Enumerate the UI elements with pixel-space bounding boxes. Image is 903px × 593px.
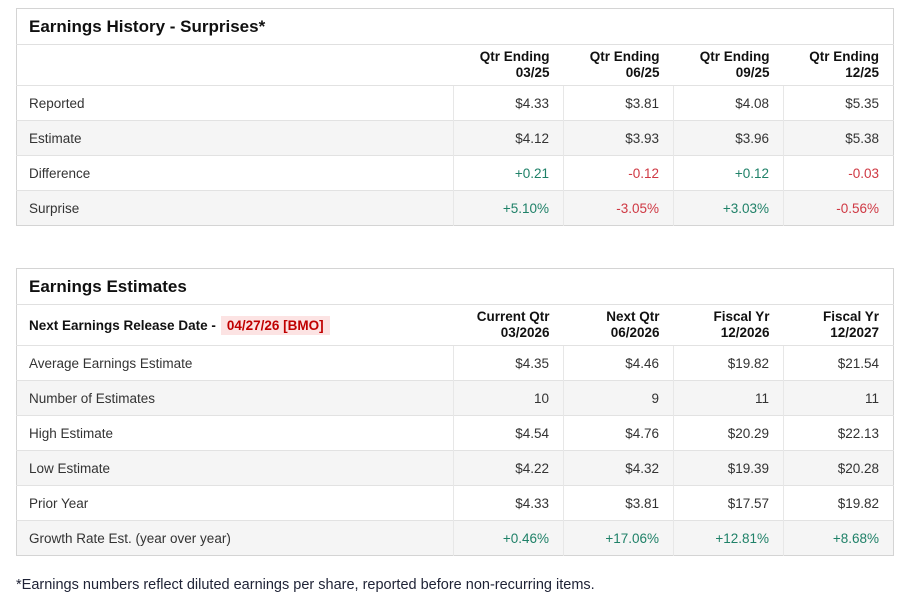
- column-header-line2: 09/25: [735, 65, 770, 80]
- cell-value: $4.22: [453, 450, 564, 486]
- row-label: Average Earnings Estimate: [16, 345, 454, 381]
- cell-value: +17.06%: [563, 520, 674, 556]
- cell-value: $4.46: [563, 345, 674, 381]
- column-header-line1: Qtr Ending: [479, 49, 550, 64]
- column-header-line1: Qtr Ending: [589, 49, 660, 64]
- column-header-line2: 12/25: [845, 65, 880, 80]
- cell-value: -0.12: [563, 155, 674, 191]
- column-header-line2: 03/2026: [500, 325, 550, 340]
- cell-value: $4.76: [563, 415, 674, 451]
- earnings-estimates-header-row: Next Earnings Release Date -04/27/26 [BM…: [16, 304, 894, 346]
- next-earnings-release-date: 04/27/26 [BMO]: [220, 315, 330, 335]
- column-header-line1: Fiscal Yr: [713, 309, 770, 324]
- earnings-history-header-row: Qtr Ending 03/25 Qtr Ending 06/25 Qtr En…: [16, 44, 894, 86]
- row-label: Reported: [16, 85, 454, 121]
- table-row: Prior Year $4.33 $3.81 $17.57 $19.82: [16, 485, 894, 521]
- cell-value: $19.82: [782, 485, 894, 521]
- row-label: High Estimate: [16, 415, 454, 451]
- cell-value: $4.12: [453, 120, 564, 156]
- column-header-line1: Qtr Ending: [809, 49, 880, 64]
- cell-value: $17.57: [673, 485, 784, 521]
- table-row: Average Earnings Estimate $4.35 $4.46 $19.8…: [16, 345, 894, 381]
- table-row: Difference +0.21 -0.12 +0.12 -0.03: [16, 155, 894, 191]
- next-earnings-release-label: Next Earnings Release Date -: [29, 317, 216, 333]
- column-header-line2: 06/25: [625, 65, 660, 80]
- column-header: Qtr Ending 09/25: [673, 44, 784, 86]
- column-header: Qtr Ending 06/25: [563, 44, 674, 86]
- row-label: Estimate: [16, 120, 454, 156]
- table-row: Estimate $4.12 $3.93 $3.96 $5.38: [16, 120, 894, 156]
- cell-value: $4.33: [453, 485, 564, 521]
- cell-value: $5.38: [782, 120, 894, 156]
- row-label: Prior Year: [16, 485, 454, 521]
- cell-value: 10: [453, 380, 564, 416]
- earnings-history-title: Earnings History - Surprises*: [29, 16, 266, 36]
- cell-value: $3.81: [563, 485, 674, 521]
- cell-value: +5.10%: [453, 190, 564, 226]
- column-header: Current Qtr 03/2026: [453, 304, 564, 346]
- column-header-line1: Next Qtr: [606, 309, 660, 324]
- cell-value: $20.28: [782, 450, 894, 486]
- column-header-line2: 12/2026: [720, 325, 770, 340]
- column-header-line1: Fiscal Yr: [823, 309, 880, 324]
- cell-value: 11: [782, 380, 894, 416]
- row-label: Difference: [16, 155, 454, 191]
- earnings-estimates-title-row: Earnings Estimates: [17, 269, 894, 305]
- cell-value: $5.35: [782, 85, 894, 121]
- earnings-estimates-table: Earnings Estimates Next Earnings Release…: [16, 268, 895, 556]
- cell-value: -0.03: [782, 155, 894, 191]
- cell-value: $3.81: [563, 85, 674, 121]
- cell-value: $19.82: [673, 345, 784, 381]
- column-header: Fiscal Yr 12/2026: [673, 304, 784, 346]
- cell-value: $4.08: [673, 85, 784, 121]
- column-header-line1: Qtr Ending: [699, 49, 770, 64]
- cell-value: $21.54: [782, 345, 894, 381]
- column-header-line2: 12/2027: [830, 325, 880, 340]
- next-earnings-release: Next Earnings Release Date -04/27/26 [BM…: [16, 304, 454, 346]
- cell-value: $20.29: [673, 415, 784, 451]
- table-row: Growth Rate Est. (year over year) +0.46% +…: [16, 520, 894, 556]
- cell-value: $22.13: [782, 415, 894, 451]
- table-row: Surprise +5.10% -3.05% +3.03% -0.56%: [16, 190, 894, 226]
- empty-header-cell: [16, 44, 454, 86]
- cell-value: $4.35: [453, 345, 564, 381]
- cell-value: +0.46%: [453, 520, 564, 556]
- earnings-footnote: *Earnings numbers reflect diluted earnin…: [16, 577, 595, 593]
- column-header-line1: Current Qtr: [476, 309, 550, 324]
- cell-value: +12.81%: [673, 520, 784, 556]
- row-label: Low Estimate: [16, 450, 454, 486]
- table-row: Reported $4.33 $3.81 $4.08 $5.35: [16, 85, 894, 121]
- column-header: Fiscal Yr 12/2027: [783, 304, 894, 346]
- row-label: Surprise: [16, 190, 454, 226]
- cell-value: +3.03%: [673, 190, 784, 226]
- table-spacer: [16, 226, 903, 268]
- cell-value: 9: [563, 380, 674, 416]
- cell-value: $4.33: [453, 85, 564, 121]
- column-header-line2: 03/25: [515, 65, 550, 80]
- table-row: Low Estimate $4.22 $4.32 $19.39 $20.28: [16, 450, 894, 486]
- cell-value: $3.96: [673, 120, 784, 156]
- earnings-estimates-title: Earnings Estimates: [29, 276, 187, 296]
- column-header-line2: 06/2026: [610, 325, 660, 340]
- cell-value: -0.56%: [782, 190, 894, 226]
- row-label: Growth Rate Est. (year over year): [16, 520, 454, 556]
- cell-value: +0.21: [453, 155, 564, 191]
- cell-value: $4.32: [563, 450, 674, 486]
- cell-value: $4.54: [453, 415, 564, 451]
- earnings-history-title-row: Earnings History - Surprises*: [17, 9, 894, 45]
- cell-value: 11: [673, 380, 784, 416]
- cell-value: $19.39: [673, 450, 784, 486]
- cell-value: $3.93: [563, 120, 674, 156]
- column-header: Qtr Ending 12/25: [783, 44, 894, 86]
- table-row: High Estimate $4.54 $4.76 $20.29 $22.13: [16, 415, 894, 451]
- cell-value: +8.68%: [782, 520, 894, 556]
- cell-value: -3.05%: [563, 190, 674, 226]
- cell-value: +0.12: [673, 155, 784, 191]
- earnings-history-table: Earnings History - Surprises* Qtr Ending…: [16, 8, 895, 226]
- column-header: Qtr Ending 03/25: [453, 44, 564, 86]
- table-row: Number of Estimates 10 9 11 11: [16, 380, 894, 416]
- column-header: Next Qtr 06/2026: [563, 304, 674, 346]
- row-label: Number of Estimates: [16, 380, 454, 416]
